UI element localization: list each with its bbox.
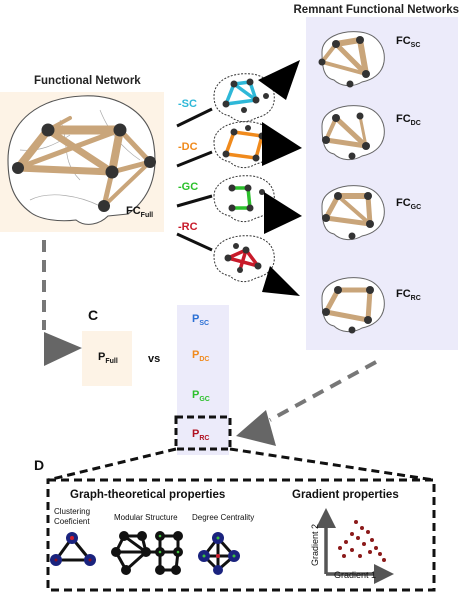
remnant-brain-sc <box>318 31 385 88</box>
gradient-1-axis-label: Gradient 1 <box>334 570 376 580</box>
clustering-label-2: Coeficient <box>54 517 90 526</box>
arrow-to-rc <box>262 266 300 296</box>
removal-label-rc: -RC <box>178 221 198 233</box>
y-axis-arrow <box>316 508 336 528</box>
graph-properties-title: Graph-theoretical properties <box>70 489 225 501</box>
gradient-2-axis-label: Gradient 2 <box>310 524 320 566</box>
arrow-to-p-column <box>236 410 276 446</box>
removal-gc-row: -GC <box>176 175 302 234</box>
fc-gc-label: FCGC <box>396 197 421 211</box>
fc-rc-label: FCRC <box>396 288 421 302</box>
section-c-label: C <box>88 307 98 323</box>
zoom-line-right <box>229 447 435 482</box>
functional-network-title: Functional Network <box>34 75 141 87</box>
arrow-to-gc <box>264 192 302 234</box>
scatter-points <box>338 520 386 562</box>
remnant-brain-rc <box>321 277 385 334</box>
gradient-scatter-plot: Gradient 2 Gradient 1 <box>310 508 394 584</box>
remnant-brain-gc <box>321 185 385 241</box>
clustering-label-1: Clustering <box>54 507 90 516</box>
remnant-networks-title: Remnant Functional Networks <box>294 4 460 16</box>
p-rc-label: PRC <box>192 428 209 442</box>
clustering-graph-icon <box>50 532 96 566</box>
remnant-brain-dc <box>321 105 385 161</box>
removal-label-sc: -SC <box>178 98 197 110</box>
modular-label: Modular Structure <box>114 513 178 522</box>
arrow-to-p-full <box>44 332 82 366</box>
arrow-to-dc <box>262 122 302 166</box>
fc-full-label: FCFull <box>126 205 153 219</box>
gradient-properties-title: Gradient properties <box>292 489 399 501</box>
p-full-label: PFull <box>98 351 118 365</box>
removal-rc-row: -RC <box>176 221 300 296</box>
zoom-line-left <box>47 447 177 482</box>
p-gc-label: PGC <box>192 389 210 403</box>
removal-dc-row: -DC <box>176 121 302 169</box>
p-full-box <box>82 331 132 386</box>
x-axis-arrow <box>374 564 394 584</box>
properties-box <box>46 478 436 592</box>
full-brain-icon <box>7 95 156 225</box>
degree-label: Degree Centrality <box>192 513 254 522</box>
p-dc-label: PDC <box>192 349 209 363</box>
p-column-background <box>177 305 229 455</box>
degree-centrality-graph-icon <box>198 532 240 575</box>
removal-sc-row: -SC <box>176 60 300 128</box>
fc-dc-label: FCDC <box>396 113 421 127</box>
arrow-to-sc <box>258 60 300 100</box>
fc-sc-label: FCSC <box>396 35 420 49</box>
section-d-label: D <box>34 457 44 473</box>
removal-label-gc: -GC <box>178 181 198 193</box>
p-rc-highlight-box <box>174 415 232 451</box>
removal-label-dc: -DC <box>178 141 198 153</box>
p-sc-label: PSC <box>192 313 209 327</box>
vs-label: vs <box>148 353 160 365</box>
modular-structure-graph-icon <box>111 531 183 575</box>
dashed-diagonal-arrow-line <box>269 360 377 422</box>
